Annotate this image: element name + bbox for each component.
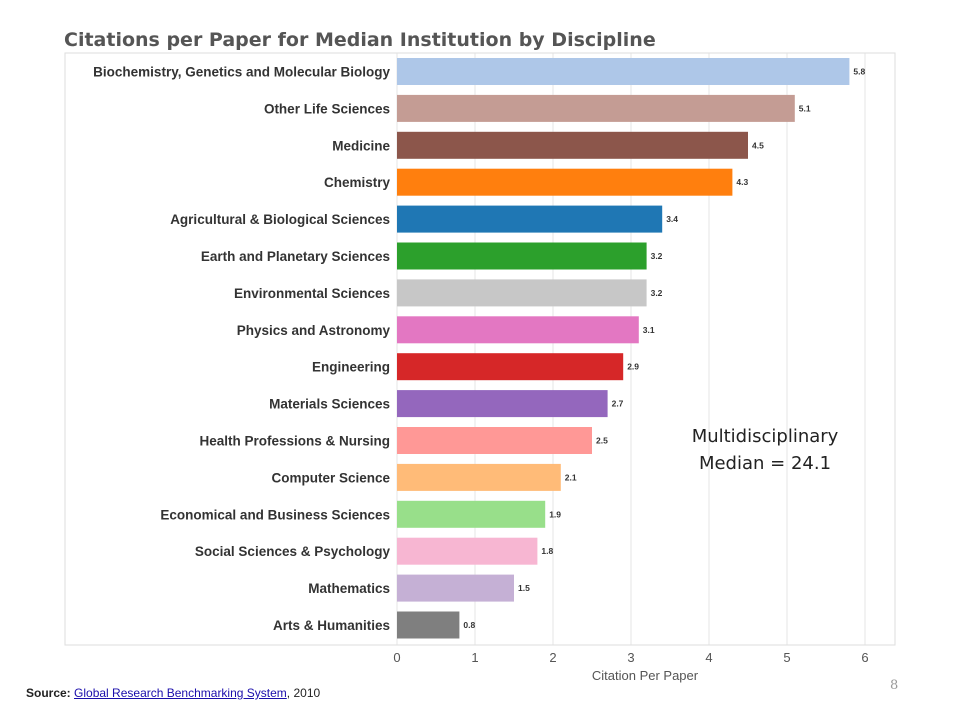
value-label: 3.2 bbox=[651, 288, 663, 298]
bar bbox=[397, 611, 460, 639]
category-label: Agricultural & Biological Sciences bbox=[170, 212, 390, 227]
value-label: 4.5 bbox=[752, 140, 764, 150]
source-label: Source: bbox=[26, 686, 71, 700]
category-label: Materials Sciences bbox=[269, 397, 390, 412]
value-label: 2.7 bbox=[612, 399, 624, 409]
value-label: 2.9 bbox=[627, 362, 639, 372]
value-label: 5.8 bbox=[853, 67, 865, 77]
annotation-line-1: Multidisciplinary bbox=[691, 426, 839, 447]
x-tick-label: 1 bbox=[471, 650, 478, 665]
bar bbox=[397, 316, 639, 344]
bar bbox=[397, 279, 647, 307]
value-label: 5.1 bbox=[799, 103, 811, 113]
value-label: 2.1 bbox=[565, 472, 577, 482]
bar bbox=[397, 390, 608, 418]
value-label: 3.1 bbox=[643, 325, 655, 335]
bar bbox=[397, 168, 733, 196]
x-axis-ticks: 0 1 2 3 4 5 6 bbox=[393, 650, 868, 665]
value-label: 1.8 bbox=[541, 546, 553, 556]
bar bbox=[397, 537, 538, 565]
source-footer: Source: Global Research Benchmarking Sys… bbox=[26, 686, 320, 700]
plot-frame bbox=[64, 52, 896, 646]
bar bbox=[397, 205, 663, 233]
bar bbox=[397, 353, 624, 381]
category-labels: Biochemistry, Genetics and Molecular Bio… bbox=[93, 65, 390, 634]
category-label: Social Sciences & Psychology bbox=[195, 544, 391, 559]
category-label: Earth and Planetary Sciences bbox=[201, 249, 390, 264]
x-tick-label: 3 bbox=[627, 650, 634, 665]
chart-title: Citations per Paper for Median Instituti… bbox=[64, 29, 656, 51]
x-tick-label: 4 bbox=[705, 650, 712, 665]
value-labels: 5.8 5.1 4.5 4.3 3.4 3.2 3.2 3.1 2.9 2.7 2.5 2.1 1.9 1… bbox=[463, 67, 865, 631]
value-label: 0.8 bbox=[463, 620, 475, 630]
page-number: 8 bbox=[890, 678, 899, 693]
bar bbox=[397, 242, 647, 270]
category-label: Biochemistry, Genetics and Molecular Bio… bbox=[93, 65, 390, 80]
bar bbox=[397, 427, 592, 454]
value-label: 3.4 bbox=[666, 214, 678, 224]
x-axis-title: Citation Per Paper bbox=[592, 668, 699, 683]
annotation-line-2: Median = 24.1 bbox=[698, 453, 832, 474]
category-label: Economical and Business Sciences bbox=[160, 507, 390, 522]
bar bbox=[397, 574, 514, 602]
value-label: 3.2 bbox=[651, 251, 663, 261]
category-label: Computer Science bbox=[271, 470, 390, 485]
x-tick-label: 0 bbox=[393, 650, 400, 665]
source-year: , 2010 bbox=[286, 686, 321, 700]
bar bbox=[397, 131, 748, 159]
category-label: Environmental Sciences bbox=[234, 286, 390, 301]
category-label: Physics and Astronomy bbox=[237, 323, 391, 338]
median-annotation: Multidisciplinary Median = 24.1 bbox=[640, 423, 890, 477]
category-label: Mathematics bbox=[308, 581, 390, 596]
category-label: Other Life Sciences bbox=[264, 101, 390, 116]
category-label: Chemistry bbox=[324, 175, 391, 190]
value-label: 1.9 bbox=[549, 509, 561, 519]
bar bbox=[397, 500, 546, 528]
x-tick-label: 6 bbox=[861, 650, 868, 665]
bars-group bbox=[397, 58, 850, 639]
bar bbox=[397, 58, 850, 85]
value-label: 4.3 bbox=[736, 177, 748, 187]
bar bbox=[397, 463, 561, 491]
x-tick-label: 5 bbox=[783, 650, 790, 665]
source-link[interactable]: Global Research Benchmarking System bbox=[74, 686, 287, 700]
value-label: 2.5 bbox=[596, 436, 608, 446]
value-label: 1.5 bbox=[518, 583, 530, 593]
bar bbox=[397, 94, 795, 122]
category-label: Medicine bbox=[332, 138, 390, 153]
category-label: Engineering bbox=[312, 360, 390, 375]
x-tick-label: 2 bbox=[549, 650, 556, 665]
category-label: Health Professions & Nursing bbox=[199, 434, 390, 449]
category-label: Arts & Humanities bbox=[273, 618, 390, 633]
